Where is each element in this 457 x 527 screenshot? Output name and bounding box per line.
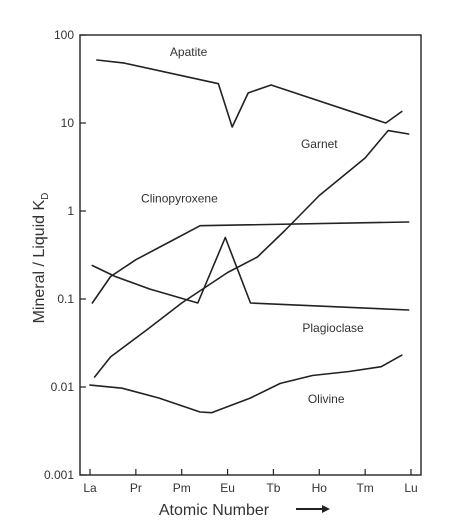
x-axis-arrow [296, 505, 330, 513]
y-tick-label: 100 [54, 28, 74, 42]
x-tick-label: Pr [130, 481, 142, 495]
clinopyroxene-label: Clinopyroxene [141, 191, 218, 205]
plot-frame [79, 34, 422, 476]
x-tick-label: Pm [173, 481, 191, 495]
apatite-label: Apatite [170, 45, 208, 59]
y-tick-label: 10 [61, 116, 75, 130]
y-tick-label: 0.1 [57, 292, 74, 306]
x-axis-ticks: La Pr Pm Eu Tb Ho Tm Lu [83, 469, 418, 495]
x-tick-label: Lu [404, 481, 417, 495]
axes [79, 34, 422, 476]
olivine-label: Olivine [308, 392, 345, 406]
x-tick-label: Tb [266, 481, 280, 495]
x-tick-label: Eu [220, 481, 235, 495]
garnet-line [93, 129, 410, 378]
clinopyroxene-line [91, 221, 410, 304]
x-tick-label: La [83, 481, 97, 495]
olivine-line [89, 354, 403, 414]
y-axis-title-subscript: D [40, 193, 51, 200]
y-tick-label: 1 [67, 204, 74, 218]
y-axis-title: Mineral / Liquid KD [31, 193, 51, 324]
x-axis-title: Atomic Number [159, 502, 270, 519]
x-tick-label: Ho [312, 481, 328, 495]
x-tick-label: Tm [356, 481, 373, 495]
apatite-line [96, 59, 403, 128]
y-tick-label: 0.01 [51, 380, 75, 394]
y-axis-ticks: 0.001 0.01 0.1 1 10 100 [44, 28, 86, 482]
garnet-label: Garnet [301, 137, 338, 151]
series-labels: Apatite Garnet Clinopyroxene Plagioclase Oli… [141, 45, 364, 406]
y-axis-title-main: Mineral / Liquid K [31, 199, 48, 323]
y-tick-label: 0.001 [44, 468, 74, 482]
series-lines [89, 59, 410, 414]
plagioclase-line [91, 236, 410, 311]
plagioclase-label: Plagioclase [302, 321, 364, 335]
